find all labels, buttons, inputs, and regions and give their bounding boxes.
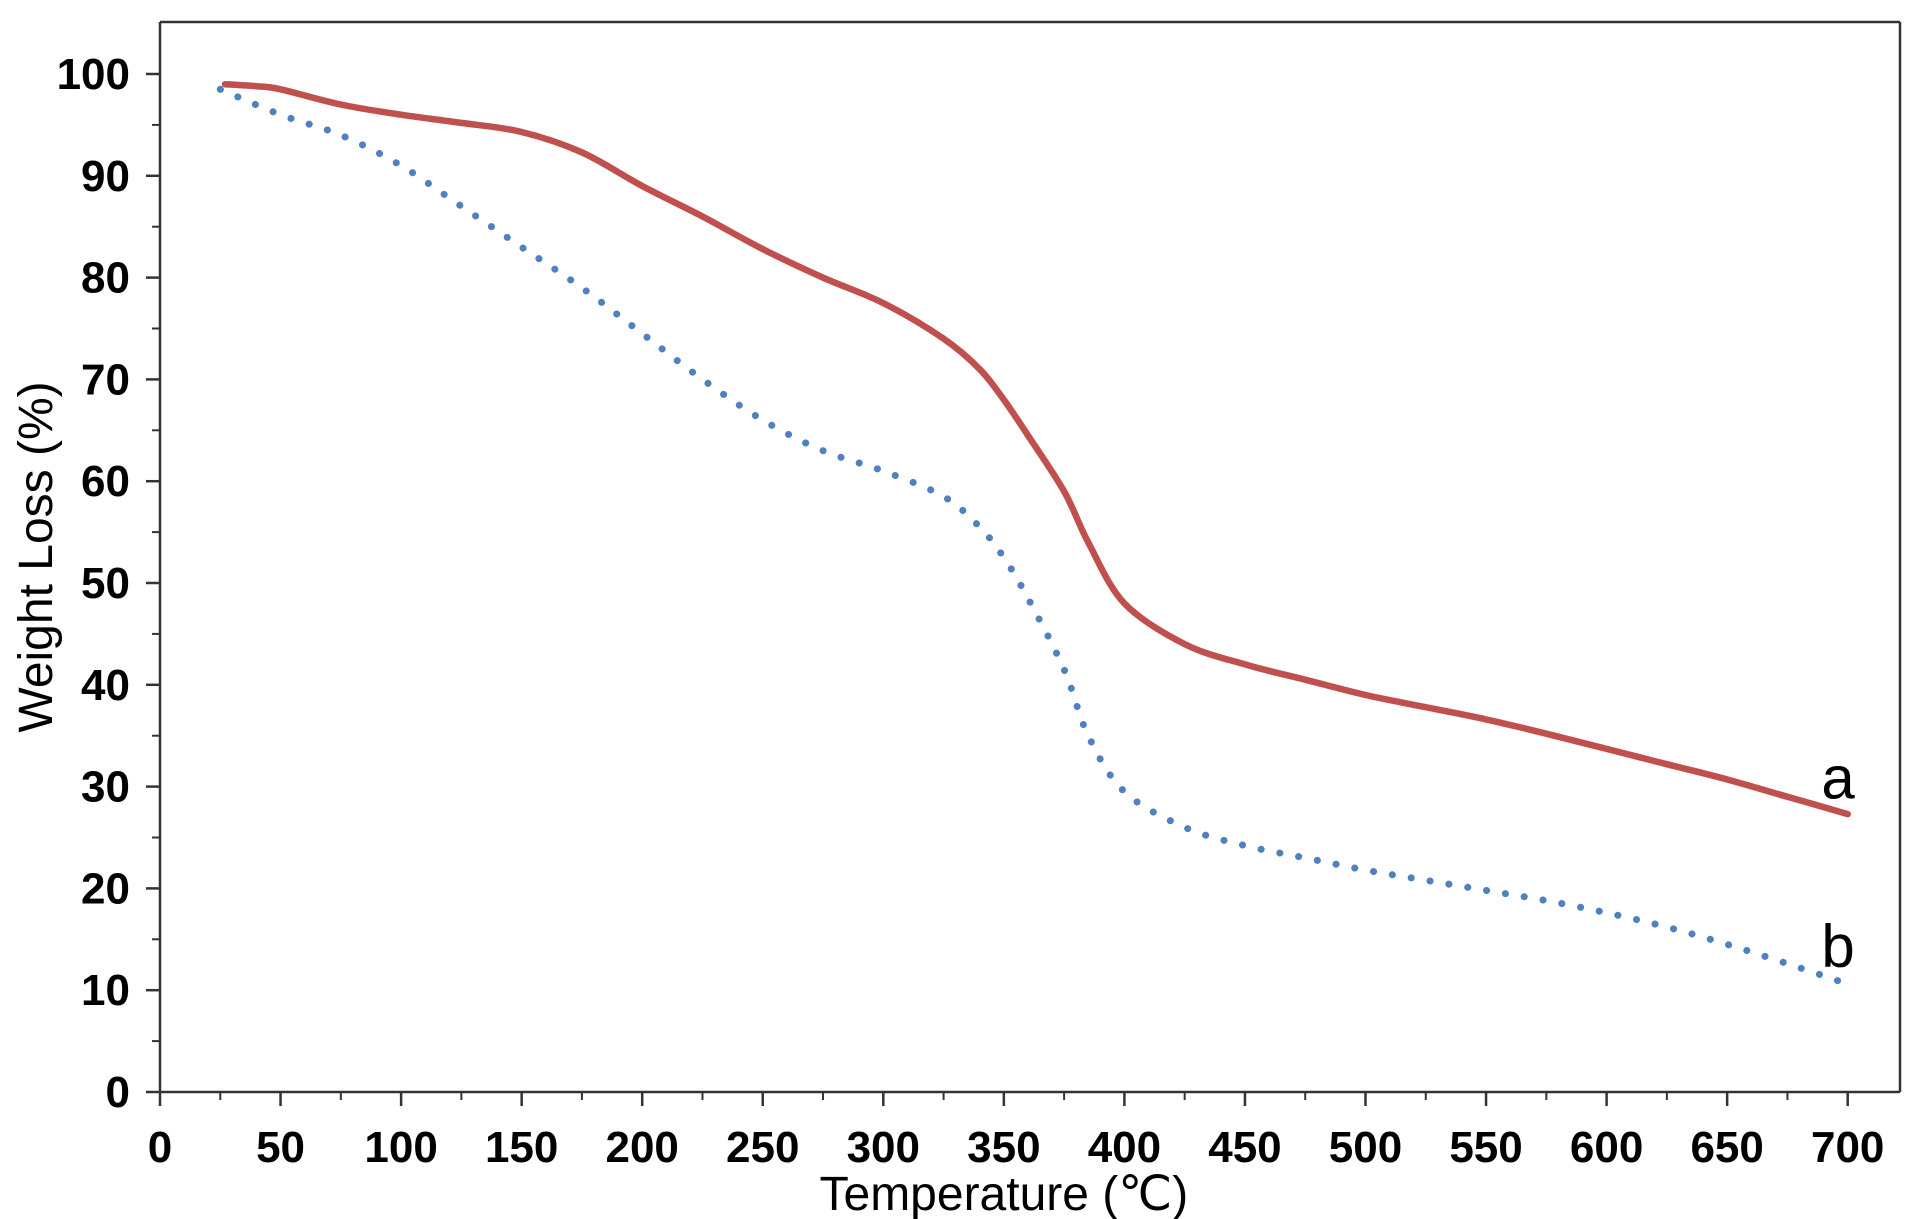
x-axis-title: Temperature (℃) bbox=[820, 1168, 1189, 1219]
axes: 0 10 20 30 40 50 60 70 80 90 100 0 50 100 150 200 250 300… bbox=[57, 20, 1902, 1172]
x-tick-label-300: 300 bbox=[847, 1123, 920, 1172]
series-b-line bbox=[216, 85, 1852, 988]
y-tick-label-30: 30 bbox=[81, 763, 130, 812]
x-tick-label-700: 700 bbox=[1811, 1123, 1884, 1172]
y-tick-label-40: 40 bbox=[81, 661, 130, 710]
y-tick-label-0: 0 bbox=[106, 1068, 130, 1117]
x-tick-label-400: 400 bbox=[1088, 1123, 1161, 1172]
series-annotations: ab bbox=[1821, 744, 1855, 979]
x-tick-label-100: 100 bbox=[364, 1123, 437, 1172]
y-tick-label-10: 10 bbox=[81, 966, 130, 1015]
x-tick-label-550: 550 bbox=[1449, 1123, 1522, 1172]
y-tick-label-20: 20 bbox=[81, 864, 130, 913]
y-tick-label-60: 60 bbox=[81, 457, 130, 506]
x-tick-label-500: 500 bbox=[1329, 1123, 1402, 1172]
y-tick-label-80: 80 bbox=[81, 254, 130, 303]
x-tick-label-50: 50 bbox=[256, 1123, 305, 1172]
x-tick-label-200: 200 bbox=[605, 1123, 678, 1172]
series-label-a: a bbox=[1821, 744, 1855, 811]
y-tick-label-70: 70 bbox=[81, 355, 130, 404]
x-tick-label-150: 150 bbox=[485, 1123, 558, 1172]
x-tick-label-0: 0 bbox=[148, 1123, 172, 1172]
x-tick-label-350: 350 bbox=[967, 1123, 1040, 1172]
axis-labels: Temperature (℃) Weight Loss (%) bbox=[10, 381, 1188, 1219]
x-tick-label-600: 600 bbox=[1570, 1123, 1643, 1172]
y-tick-label-90: 90 bbox=[81, 152, 130, 201]
series-a-line bbox=[221, 80, 1851, 818]
x-tick-label-250: 250 bbox=[726, 1123, 799, 1172]
y-tick-label-50: 50 bbox=[81, 559, 130, 608]
y-axis-title: Weight Loss (%) bbox=[10, 381, 63, 732]
series-lines bbox=[216, 80, 1852, 988]
series-label-b: b bbox=[1821, 912, 1854, 979]
x-tick-label-450: 450 bbox=[1208, 1123, 1281, 1172]
x-tick-label-650: 650 bbox=[1690, 1123, 1763, 1172]
y-tick-label-100: 100 bbox=[57, 50, 130, 99]
